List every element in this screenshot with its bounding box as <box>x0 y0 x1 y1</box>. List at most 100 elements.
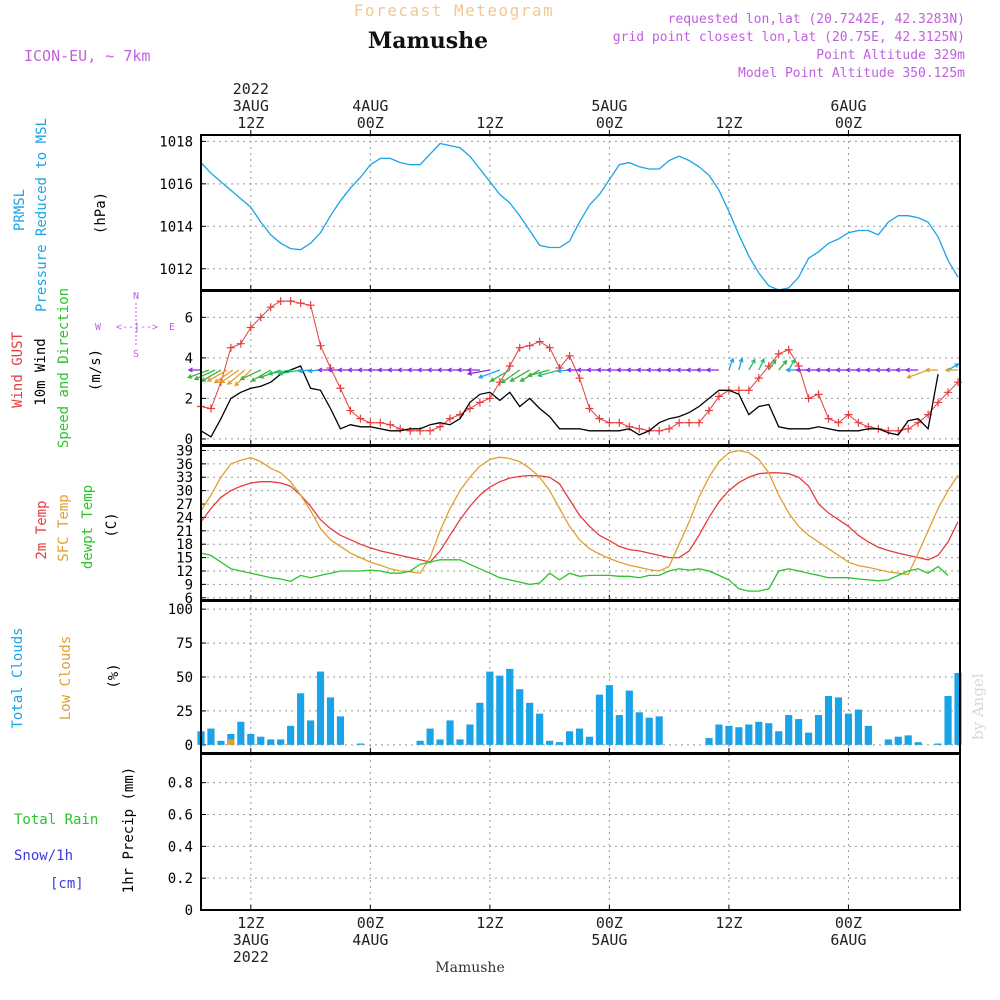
wind-arrow-head <box>406 367 412 373</box>
total-cloud-bar <box>864 725 872 745</box>
gust-marker <box>246 323 255 332</box>
y-tick-label: 36 <box>176 457 193 473</box>
gust-marker <box>635 424 644 433</box>
wind-direction-arrow <box>728 358 734 371</box>
wind-arrow-head <box>187 374 193 379</box>
wind-arrow-head <box>366 367 373 373</box>
bottom-time-label: 3AUG <box>233 931 269 949</box>
total-cloud-bar <box>237 721 245 745</box>
total-cloud-bar <box>585 736 594 745</box>
wind-arrow-head <box>771 359 777 365</box>
total-cloud-bar <box>326 697 335 745</box>
total-cloud-bar <box>725 725 733 745</box>
wind-arrow-head <box>685 367 691 373</box>
wind-direction-arrow <box>510 369 531 382</box>
total-cloud-bar <box>834 697 843 745</box>
wind-arrow-head <box>489 377 495 382</box>
y-tick-label: 9 <box>185 577 193 593</box>
gust-marker <box>356 414 365 423</box>
y-tick-label: 18 <box>176 537 193 553</box>
total-cloud-bar <box>316 671 325 745</box>
wind-arrow-head <box>537 372 543 378</box>
gust-marker <box>406 426 415 435</box>
gust-marker <box>366 418 375 427</box>
y-tick-label: 6 <box>185 310 193 326</box>
gust-marker <box>784 345 793 354</box>
wind-direction-arrow <box>201 369 222 382</box>
gust-marker <box>904 424 913 433</box>
y-tick-label: 6 <box>185 591 193 607</box>
bottom-time-label: 4AUG <box>352 931 388 949</box>
wind-direction-arrow <box>528 369 550 377</box>
total-cloud-bar <box>546 740 554 745</box>
y-tick-label: 1018 <box>159 134 193 150</box>
wind-arrow-head <box>258 374 265 379</box>
gust-marker <box>515 343 524 352</box>
y-tick-label: 2 <box>185 391 193 407</box>
wind-arrow-head <box>317 367 323 373</box>
total-cloud-bar <box>217 740 225 745</box>
model-label: ICON-EU, ~ 7km <box>24 47 150 65</box>
y-tick-label: 27 <box>176 497 193 513</box>
gust-marker <box>695 418 704 427</box>
gust-marker <box>276 297 285 306</box>
gust-marker <box>605 418 614 427</box>
total-cloud-bar <box>356 743 364 745</box>
y-tick-label: 0 <box>185 903 193 919</box>
wind-arrow-head <box>586 367 592 373</box>
gridpoint-coords: grid point closest lon,lat (20.75E, 42.3… <box>613 30 965 45</box>
gust-marker <box>744 386 753 395</box>
wind-direction-arrow <box>758 358 765 371</box>
series-line-sfc-temp <box>200 449 959 576</box>
gust-marker <box>206 404 215 413</box>
gust-marker <box>545 343 554 352</box>
compass-south: S <box>133 349 139 360</box>
wind-direction-arrow <box>188 369 210 379</box>
wind-arrow-head <box>267 370 273 376</box>
wind-arrow-head <box>356 367 363 373</box>
series-line-dewpt-temp <box>200 552 949 592</box>
total-cloud-bar <box>575 728 584 745</box>
wind-arrow-head <box>795 367 801 373</box>
wind-arrow-head <box>782 359 788 365</box>
wind-arrow-head <box>695 367 701 373</box>
wind-arrow-head <box>954 363 960 368</box>
wind-arrow-head <box>416 367 422 373</box>
precipitation-panel: 0 0.2 0.4 0.6 0.8 <box>168 753 961 919</box>
chart-subtitle: Forecast Meteogram <box>354 1 554 20</box>
y-tick-label: 0 <box>185 432 193 448</box>
snow-label: Snow/1h <box>14 848 73 864</box>
pressure-background <box>201 135 960 290</box>
top-time-label: 3AUG <box>233 97 269 115</box>
wind-arrow-head <box>874 367 881 373</box>
wind-arrow-head <box>906 374 912 379</box>
wind-panel: 0 2 4 6 <box>185 291 963 448</box>
top-time-label: 00Z <box>357 114 384 132</box>
gust-marker <box>884 426 893 435</box>
wind-direction-arrow <box>227 369 246 385</box>
wind-arrow-head <box>187 367 193 373</box>
gust-marker <box>446 414 455 423</box>
series-line-prmsl <box>200 142 959 291</box>
wind-arrow-head <box>466 367 472 373</box>
wind-direction-arrow <box>947 363 959 371</box>
location-title: Mamushe <box>368 28 488 54</box>
gust-marker <box>944 388 953 397</box>
total-cloud-bar <box>555 742 564 745</box>
wind-arrow-head <box>527 372 533 378</box>
wind-direction-arrow <box>538 369 560 377</box>
wind-arrow-head <box>705 367 711 373</box>
watermark: by Angel <box>969 673 987 740</box>
wind-direction-arrow <box>207 369 228 382</box>
wind-arrow-head <box>751 358 756 364</box>
total-cloud-bar <box>526 702 534 745</box>
bottom-time-label: 12Z <box>476 914 503 932</box>
y-tick-label: 15 <box>176 551 193 567</box>
total-cloud-bar <box>755 721 763 745</box>
gust-marker <box>475 398 484 407</box>
wind-arrow-head <box>760 357 765 364</box>
wind-arrow-head <box>825 367 831 373</box>
series-line-10m-wind <box>200 365 939 438</box>
gust-marker <box>336 384 345 393</box>
